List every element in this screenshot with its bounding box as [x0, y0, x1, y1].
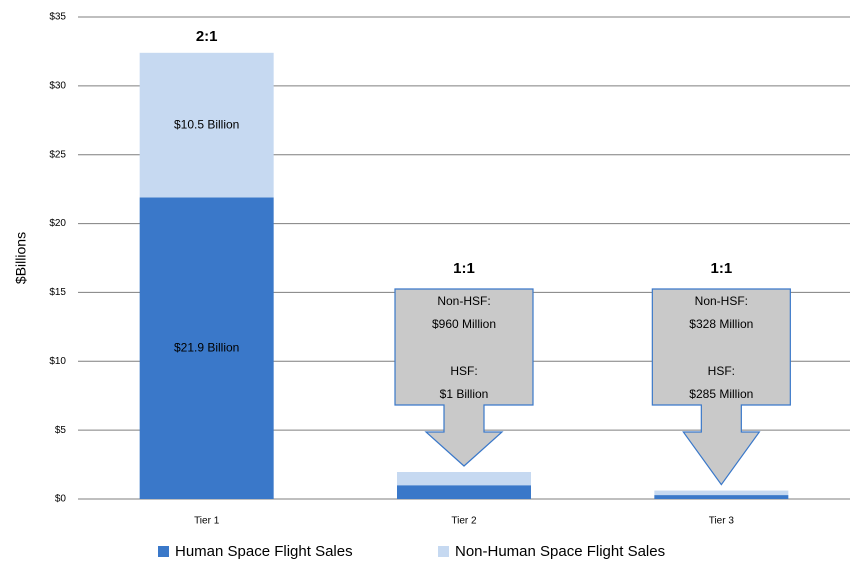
x-tick-label: Tier 3 [709, 516, 735, 527]
y-tick-label: $35 [49, 12, 66, 23]
callout-prefix: HSF: [450, 364, 477, 378]
bar-segment [139, 52, 274, 198]
value-label: $1 Billion [440, 387, 489, 401]
value-label: $21.9 Billion [174, 340, 239, 354]
y-tick-label: $5 [55, 425, 67, 436]
ratio-label: 1:1 [453, 260, 475, 277]
callout [394, 288, 534, 467]
y-tick-label: $15 [49, 287, 66, 298]
value-label: $285 Million [689, 387, 753, 401]
ratio-label: 1:1 [710, 260, 732, 277]
bar-segment [139, 197, 274, 500]
callout-prefix: HSF: [708, 364, 735, 378]
y-axis-label: $Billions [13, 232, 29, 284]
x-tick-label: Tier 2 [451, 516, 477, 527]
bar-segment [654, 490, 789, 496]
callout-prefix: Non-HSF: [437, 294, 490, 308]
legend-label: Non-Human Space Flight Sales [455, 543, 665, 560]
legend-swatch [438, 546, 449, 557]
y-tick-label: $25 [49, 149, 66, 160]
x-tick-label: Tier 1 [194, 516, 220, 527]
y-tick-label: $0 [55, 494, 67, 505]
y-tick-label: $10 [49, 356, 66, 367]
bar-segment [397, 485, 531, 499]
legend-swatch [158, 546, 169, 557]
callout [651, 288, 791, 486]
legend-label: Human Space Flight Sales [175, 543, 353, 560]
callout-prefix: Non-HSF: [695, 294, 748, 308]
y-tick-label: $20 [49, 218, 66, 229]
ratio-label: 2:1 [196, 28, 218, 45]
bar-segment [654, 495, 789, 499]
y-tick-label: $30 [49, 80, 66, 91]
value-label: $10.5 Billion [174, 117, 239, 131]
value-label: $328 Million [689, 317, 753, 331]
bar-segment [397, 472, 531, 486]
value-label: $960 Million [432, 317, 496, 331]
